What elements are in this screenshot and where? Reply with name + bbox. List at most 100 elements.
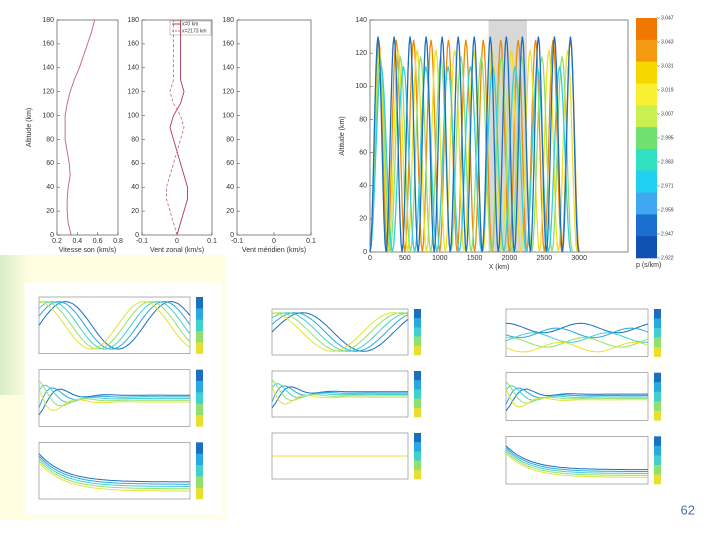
ray-path	[369, 66, 572, 253]
colorbar-band	[636, 105, 657, 128]
thumb-curve	[38, 453, 190, 483]
thumb-colorbar	[196, 331, 203, 343]
thumb-curve	[505, 337, 649, 348]
y-tick-label: 20	[131, 208, 139, 215]
colorbar-band	[636, 170, 657, 193]
x-tick-label: 0.1	[306, 238, 316, 245]
x-tick-label: 3000	[571, 255, 587, 262]
thumb-curve	[505, 449, 649, 474]
y-tick-label: 140	[222, 65, 234, 72]
y-tick-label: 60	[226, 160, 234, 167]
thumb-curve	[38, 380, 190, 407]
ray-path	[369, 56, 573, 253]
thumb-colorbar	[196, 369, 203, 382]
thumb-curve	[505, 341, 649, 353]
thumb-colorbar	[654, 318, 661, 329]
y-tick-label: 160	[222, 41, 234, 48]
y-tick-label: 20	[46, 208, 54, 215]
thumb-curve	[271, 383, 408, 399]
y-tick-label: 20	[226, 208, 234, 215]
thumb-colorbar	[654, 391, 661, 402]
y-tick-label: 120	[127, 89, 139, 96]
y-tick-label: 0	[50, 232, 54, 239]
thumb-curve	[505, 447, 648, 472]
x-axis-label: X (km)	[489, 264, 510, 271]
thumb-colorbar	[414, 345, 421, 356]
y-tick-label: 100	[127, 112, 139, 119]
y-tick-label: 80	[359, 116, 367, 123]
colorbar-band	[636, 148, 657, 172]
thumb-curve	[38, 457, 190, 487]
thumb-colorbar	[654, 445, 661, 456]
thumb-axes	[505, 308, 649, 357]
legend-label: x=2173 km	[182, 28, 207, 34]
thumb-colorbar	[196, 415, 203, 427]
colorbar-band	[636, 236, 657, 259]
colorbar-band	[636, 61, 657, 84]
thumb-colorbar	[414, 327, 421, 337]
thumb-curve	[38, 460, 190, 490]
thumb-curve	[505, 445, 648, 471]
thumb-colorbar	[414, 460, 421, 471]
thumb-colorbar	[654, 372, 661, 383]
y-tick-label: 100	[222, 112, 234, 119]
plot-area	[369, 19, 629, 253]
colorbar-band	[636, 192, 657, 215]
y-tick-label: 100	[42, 112, 54, 119]
thumb-colorbar	[654, 309, 661, 319]
profile-line	[169, 20, 188, 236]
y-tick-label: 140	[127, 65, 139, 72]
thumb-curve	[505, 381, 648, 404]
x-axis-label: Vent zonal (km/s)	[150, 247, 204, 254]
colorbar-tick-label: 3.047	[661, 15, 674, 21]
thumb-colorbar	[414, 451, 421, 461]
y-axis-label: Altitude (km)	[26, 108, 33, 147]
thumb-colorbar	[196, 476, 203, 488]
colorbar-band	[636, 39, 657, 62]
colorbar-tick-label: 3.043	[661, 39, 674, 45]
thumb-colorbar	[414, 309, 421, 319]
y-tick-label: 180	[222, 17, 234, 24]
thumb-colorbar	[654, 474, 661, 485]
thumb-curve	[38, 301, 191, 350]
thumb-colorbar	[654, 337, 661, 348]
x-tick-label: 0.1	[207, 238, 217, 245]
thumb-curve	[38, 388, 190, 412]
plot-area	[236, 19, 312, 236]
legend-label: x=0 km	[182, 21, 198, 27]
x-tick-label: 1500	[467, 255, 483, 262]
y-tick-label: 0	[230, 232, 234, 239]
colorbar-tick-label: 2.947	[661, 231, 674, 237]
x-tick-label: -0.1	[136, 238, 148, 245]
thumb-curve	[505, 388, 648, 408]
thumb-colorbar	[196, 465, 203, 477]
y-tick-label: 100	[355, 83, 367, 90]
y-tick-label: 160	[127, 41, 139, 48]
y-tick-label: 60	[131, 160, 139, 167]
thumb-colorbar	[414, 442, 421, 452]
thumb-curve	[271, 385, 408, 402]
thumb-curve	[505, 332, 649, 343]
thumb-curve	[38, 384, 190, 403]
thumb-colorbar	[196, 297, 203, 309]
y-tick-label: 20	[359, 216, 367, 223]
x-tick-label: 0.6	[93, 238, 103, 245]
thumb-colorbar	[414, 318, 421, 328]
ray-path	[369, 36, 580, 253]
thumb-curve	[38, 301, 191, 350]
x-tick-label: 0.8	[113, 238, 123, 245]
x-axis-label: Vent méridien (km/s)	[242, 247, 306, 254]
y-tick-label: 60	[46, 160, 54, 167]
y-tick-label: 0	[135, 232, 139, 239]
profile-line	[64, 19, 96, 236]
y-tick-label: 180	[42, 17, 54, 24]
thumb-colorbar	[196, 381, 203, 393]
thumb-curve	[505, 327, 649, 339]
y-tick-label: 40	[46, 184, 54, 191]
x-tick-label: 0.4	[72, 238, 82, 245]
profile-line	[166, 20, 185, 236]
slide-decoration	[0, 255, 28, 395]
y-tick-label: 140	[355, 17, 367, 24]
x-tick-label: 1000	[432, 255, 448, 262]
